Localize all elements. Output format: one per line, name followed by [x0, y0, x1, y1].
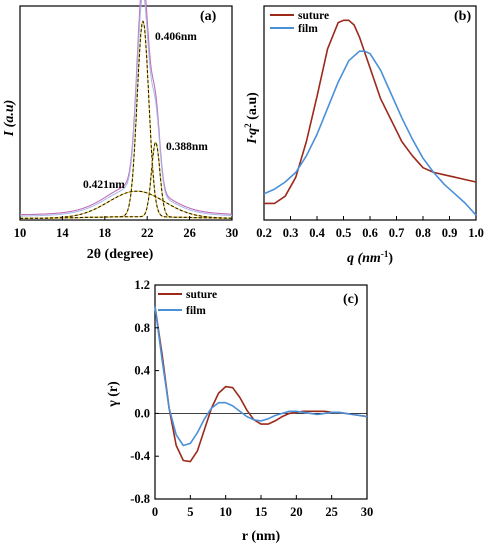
x-tick-label: 30: [226, 226, 239, 240]
panel-a-label: (a): [200, 9, 217, 24]
x-tick-label: 30: [361, 505, 374, 519]
panel-b-x-axis-label-main: q (nm: [347, 251, 381, 266]
x-tick-label: 0: [152, 505, 158, 519]
x-tick-label: 10: [219, 505, 232, 519]
panel-b-y-axis-label-end: (a.u): [245, 92, 260, 123]
x-tick-label: 0.9: [442, 226, 458, 240]
panel-c-legend: suture film: [158, 289, 217, 317]
panel-b-label: (b): [454, 9, 471, 24]
y-tick-label: -0.4: [130, 449, 151, 463]
panel-c-series-film: [154, 306, 368, 447]
x-tick-label: 26: [183, 226, 196, 240]
panel-c-frame: [154, 284, 368, 500]
panel-b-series-suture: [264, 19, 477, 205]
x-tick-label: 10: [14, 226, 27, 240]
x-tick-label: 20: [290, 505, 303, 519]
x-tick-label: 0.2: [256, 226, 272, 240]
panel-a-x-axis-label: 2θ (degree): [87, 247, 154, 262]
x-tick-label: 14: [56, 226, 69, 240]
panel-a-fit-dashed-0: [20, 20, 232, 219]
x-tick-label: 18: [99, 226, 112, 240]
panel-a-fit-component-1: [20, 141, 232, 219]
panel-a-frame: [19, 5, 233, 221]
panel-b-series-film: [263, 50, 477, 216]
panel-b-curves: [263, 19, 477, 216]
panel-c-y-axis-label: γ (r): [106, 381, 121, 408]
panel-a: 10 14 18 22 26 30 (a) 0.406nm 0.388nm 0.421nm…: [2, 0, 238, 262]
panel-c-y-ticks: -0.8 -0.4 0.0 0.4 0.8 1.2: [130, 278, 159, 506]
x-tick-label: 5: [187, 505, 193, 519]
panel-b-y-axis-label: I·q2 (a.u): [243, 92, 260, 145]
x-tick-label: 0.8: [415, 226, 431, 240]
x-tick-label: 0.7: [389, 226, 405, 240]
panel-c-series-suture: [154, 306, 368, 463]
panel-b-x-ticks: 0.2 0.3 0.4 0.5 0.6 0.7 0.8 0.9 1.0: [256, 216, 484, 240]
x-tick-label: 0.3: [283, 226, 299, 240]
x-tick-label: 0.6: [362, 226, 378, 240]
panel-b: 0.2 0.3 0.4 0.5 0.6 0.7 0.8 0.9 1.0 (b) suture f…: [243, 5, 484, 266]
panel-b-frame: [263, 5, 477, 221]
panel-a-observed-curve: [20, 0, 232, 216]
x-tick-label: 15: [255, 505, 268, 519]
legend-suture-label: suture: [298, 10, 329, 22]
x-tick-label: 22: [141, 226, 154, 240]
y-tick-label: 0.4: [134, 364, 150, 378]
panel-b-x-axis-label-end: ): [388, 251, 393, 266]
y-tick-label: -0.8: [130, 492, 150, 506]
x-tick-label: 1.0: [468, 226, 484, 240]
y-tick-label: 0.0: [134, 406, 150, 420]
annotation-0421nm: 0.421nm: [83, 179, 125, 191]
legend-c-film-label: film: [186, 305, 206, 317]
panel-a-y-axis-label: I (a.u): [2, 100, 17, 138]
panel-b-x-axis-label: q (nm-1): [347, 249, 393, 266]
x-tick-label: 25: [325, 505, 338, 519]
panel-b-y-axis-label-sup: 2: [243, 123, 253, 128]
panel-c-curves: [154, 306, 368, 463]
y-tick-label: 0.8: [134, 321, 150, 335]
panel-b-legend: suture film: [270, 10, 329, 35]
panel-a-fit-component-0: [20, 20, 232, 219]
y-tick-label: 1.2: [134, 278, 150, 292]
panel-c: 0 5 10 15 20 25 30 -0.8 -0.4 0.0 0.4 0.8 1.2 (c) su…: [106, 278, 373, 544]
panel-c-x-axis-label: r (nm): [242, 529, 281, 544]
legend-c-suture-label: suture: [186, 289, 217, 301]
annotation-0406nm: 0.406nm: [155, 31, 197, 43]
panel-a-x-ticks: 10 14 18 22 26 30: [14, 216, 239, 240]
panel-a-fit-dashed-2: [20, 190, 232, 219]
panel-c-label: (c): [343, 292, 359, 307]
x-tick-label: 0.5: [336, 226, 352, 240]
panel-a-envelope-curve: [20, 0, 232, 217]
annotation-0388nm: 0.388nm: [166, 141, 208, 153]
legend-film-label: film: [298, 23, 318, 35]
panel-a-fit-dashed-1: [20, 141, 232, 219]
panel-c-x-ticks: 0 5 10 15 20 25 30: [152, 495, 373, 519]
panel-b-y-axis-label-main: I·q: [245, 128, 260, 145]
panel-b-x-axis-label-sup: -1: [381, 249, 389, 259]
x-tick-label: 0.4: [309, 226, 325, 240]
panel-a-curves: [20, 0, 232, 219]
